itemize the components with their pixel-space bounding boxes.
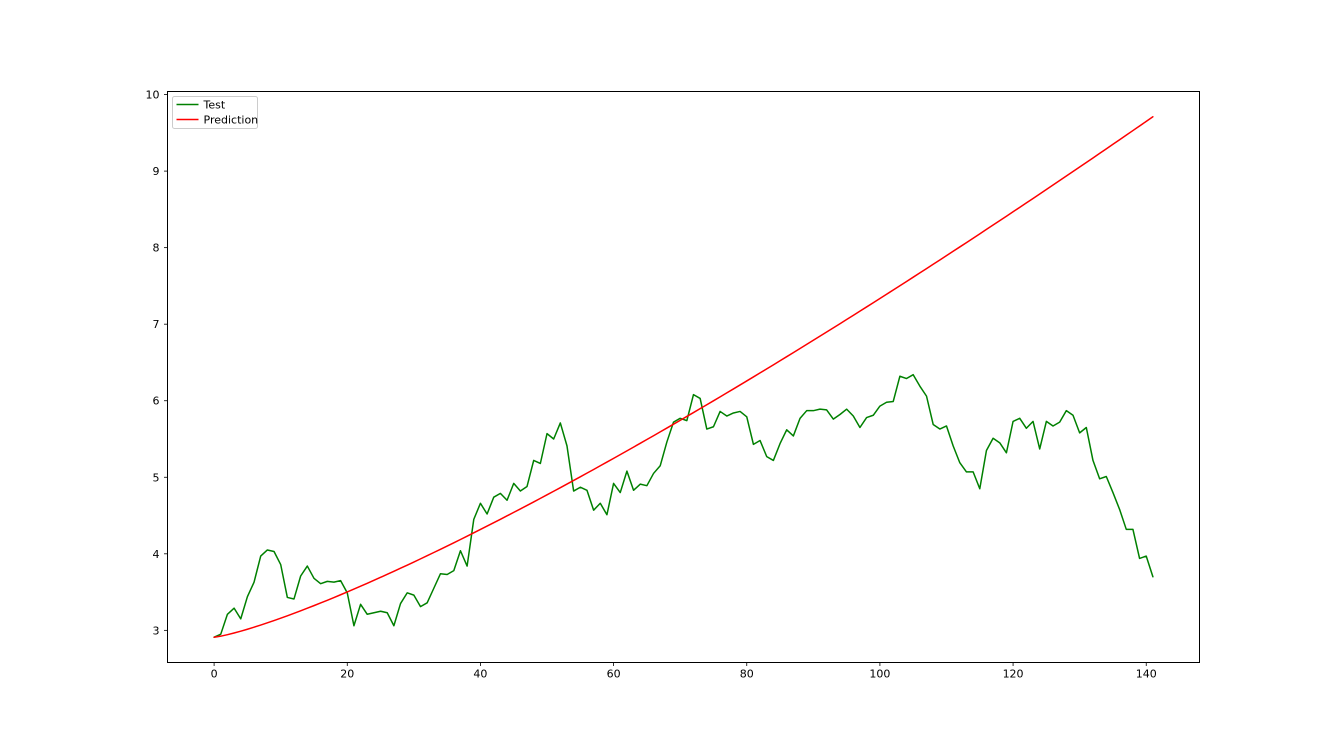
y-tick-label: 7 <box>153 318 160 331</box>
y-tick-label: 9 <box>153 165 160 178</box>
x-tick-label: 0 <box>211 668 218 681</box>
x-tick-label: 100 <box>869 668 890 681</box>
legend-label-test: Test <box>203 99 226 112</box>
legend: Test Prediction <box>172 96 259 129</box>
series-line-test <box>213 373 1154 638</box>
series-line-prediction <box>213 116 1154 638</box>
y-axis: 3 4 5 6 7 8 9 10 <box>146 89 168 637</box>
y-tick-label: 5 <box>153 471 160 484</box>
y-tick-label: 4 <box>153 548 160 561</box>
y-tick-label: 6 <box>153 395 160 408</box>
legend-label-prediction: Prediction <box>204 114 259 127</box>
axes-frame <box>167 91 1200 663</box>
y-tick-label: 10 <box>146 89 160 102</box>
x-tick-label: 140 <box>1136 668 1157 681</box>
x-tick-label: 20 <box>340 668 354 681</box>
series-layer <box>213 116 1154 638</box>
plot-area: 0 20 40 60 80 100 120 140 3 4 5 6 7 8 9 10 Test Predict… <box>146 89 1200 681</box>
x-axis: 0 20 40 60 80 100 120 140 <box>211 662 1157 681</box>
x-tick-label: 40 <box>473 668 487 681</box>
x-tick-label: 80 <box>740 668 754 681</box>
axes-background <box>167 91 1200 663</box>
y-tick-label: 3 <box>153 624 160 637</box>
y-tick-label: 8 <box>153 242 160 255</box>
x-tick-label: 120 <box>1003 668 1024 681</box>
x-tick-label: 60 <box>607 668 621 681</box>
